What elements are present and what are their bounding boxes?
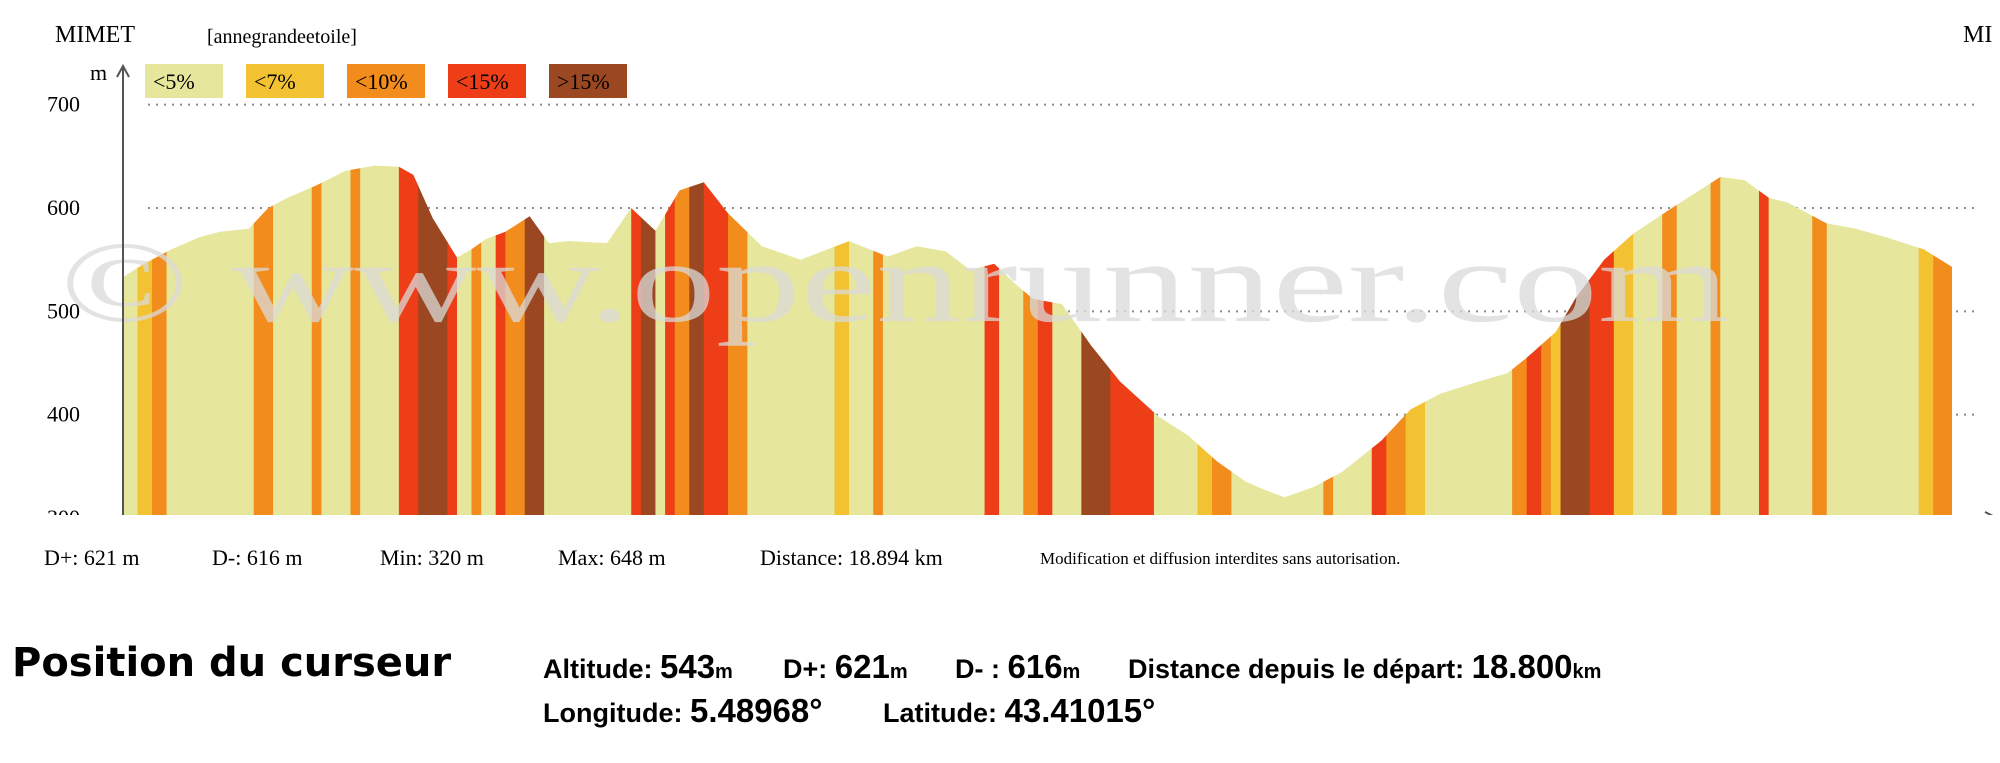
longitude-value: 5.48968° (689, 692, 823, 729)
legend-label: <7% (254, 69, 296, 94)
watermark-text: © www.openrunner.com (60, 219, 1730, 347)
stat-max: Max: 648 m (558, 545, 666, 570)
slope-band (631, 165, 642, 515)
slope-band (253, 165, 274, 515)
y-tick-label: 700 (47, 92, 80, 117)
slope-band (1812, 165, 1828, 515)
end-location: MI (1963, 22, 1993, 48)
altitude-value: 543 (659, 648, 716, 685)
y-axis-label: m (90, 60, 107, 85)
slope-band (1613, 165, 1634, 515)
stat-d-plus: D+: 621 m (44, 545, 140, 570)
slope-band (360, 165, 400, 515)
cursor-d-plus: D+: 621m (783, 648, 908, 686)
latitude-label: Latitude: (883, 698, 1005, 728)
cursor-distance: Distance depuis le départ: 18.800km (1128, 648, 1601, 686)
slope-band (311, 165, 323, 515)
cursor-title: Position du curseur (12, 640, 452, 686)
slope-band (674, 165, 690, 515)
legend-item: <7% (246, 64, 324, 98)
slope-band (495, 165, 506, 515)
slope-band (728, 165, 748, 515)
slope-band (834, 165, 850, 515)
cursor-d-plus-value: 621 (834, 648, 890, 685)
elevation-chart[interactable]: © www.openrunner.com30040050060070001234… (0, 55, 2000, 515)
cursor-d-minus-value: 616 (1007, 648, 1063, 685)
cursor-d-plus-label: D+: (783, 654, 835, 684)
slope-band (1710, 165, 1721, 515)
latitude-value: 43.41015° (1004, 692, 1156, 729)
cursor-distance-unit: km (1572, 661, 1602, 683)
longitude-label: Longitude: (543, 698, 690, 728)
legend-item: <10% (347, 64, 425, 98)
slope-band (524, 165, 545, 515)
legend-label: >15% (557, 69, 610, 94)
legend-label: <10% (355, 69, 408, 94)
slope-band (655, 165, 666, 515)
slope-band (703, 165, 729, 515)
altitude-label: Altitude: (543, 654, 660, 684)
altitude-unit: m (715, 661, 733, 683)
legend-label: <15% (456, 69, 509, 94)
slope-band (447, 165, 458, 515)
cursor-latitude: Latitude: 43.41015° (883, 692, 1155, 730)
slope-band (1933, 165, 1953, 515)
legend-item: <5% (145, 64, 223, 98)
slope-band (350, 165, 361, 515)
cursor-altitude: Altitude: 543m (543, 648, 733, 686)
stat-distance: Distance: 18.894 km (760, 545, 943, 570)
legend-label: <5% (153, 69, 195, 94)
cursor-distance-value: 18.800 (1471, 648, 1573, 685)
legend-item: >15% (549, 64, 627, 98)
legend-swatch (347, 64, 425, 98)
slope-band (1676, 165, 1712, 515)
slope-band (873, 165, 884, 515)
slope-band (321, 165, 352, 515)
author-label: [annegrandeetoile] (207, 26, 357, 48)
cursor-distance-label: Distance depuis le départ: (1128, 654, 1472, 684)
slope-band (398, 165, 419, 515)
stat-min: Min: 320 m (380, 545, 484, 570)
slope-band (1826, 165, 1920, 515)
start-location: MIMET (55, 22, 135, 48)
legend-swatch (549, 64, 627, 98)
legend-swatch (246, 64, 324, 98)
y-axis-arrow (116, 63, 130, 78)
cursor-d-minus-unit: m (1062, 661, 1081, 683)
stat-d-minus: D-: 616 m (212, 545, 303, 570)
slope-band (689, 165, 705, 515)
slope-band (481, 165, 497, 515)
slope-band (471, 165, 482, 515)
slope-band (665, 165, 676, 515)
y-tick-label: 600 (47, 195, 80, 220)
slope-band (1768, 165, 1813, 515)
slope-band (1662, 165, 1678, 515)
slope-band (273, 165, 313, 515)
copyright-notice: Modification et diffusion interdites san… (1040, 549, 1401, 568)
cursor-d-plus-unit: m (889, 661, 908, 683)
slope-band (1550, 165, 1562, 515)
legend-item: <15% (448, 64, 526, 98)
y-tick-label: 500 (47, 298, 80, 323)
cursor-d-minus-label: D- : (955, 654, 1008, 684)
slope-band (640, 165, 657, 515)
slope-band (1758, 165, 1770, 515)
legend-swatch (448, 64, 526, 98)
slope-band (1720, 165, 1760, 515)
slope-band (505, 165, 526, 515)
slope-band (1918, 165, 1934, 515)
y-tick-label: 300 (47, 505, 80, 515)
cursor-longitude: Longitude: 5.48968° (543, 692, 822, 730)
y-tick-label: 400 (47, 402, 80, 427)
x-axis-arrow (1984, 511, 1994, 515)
legend-swatch (145, 64, 223, 98)
cursor-d-minus: D- : 616m (955, 648, 1080, 686)
